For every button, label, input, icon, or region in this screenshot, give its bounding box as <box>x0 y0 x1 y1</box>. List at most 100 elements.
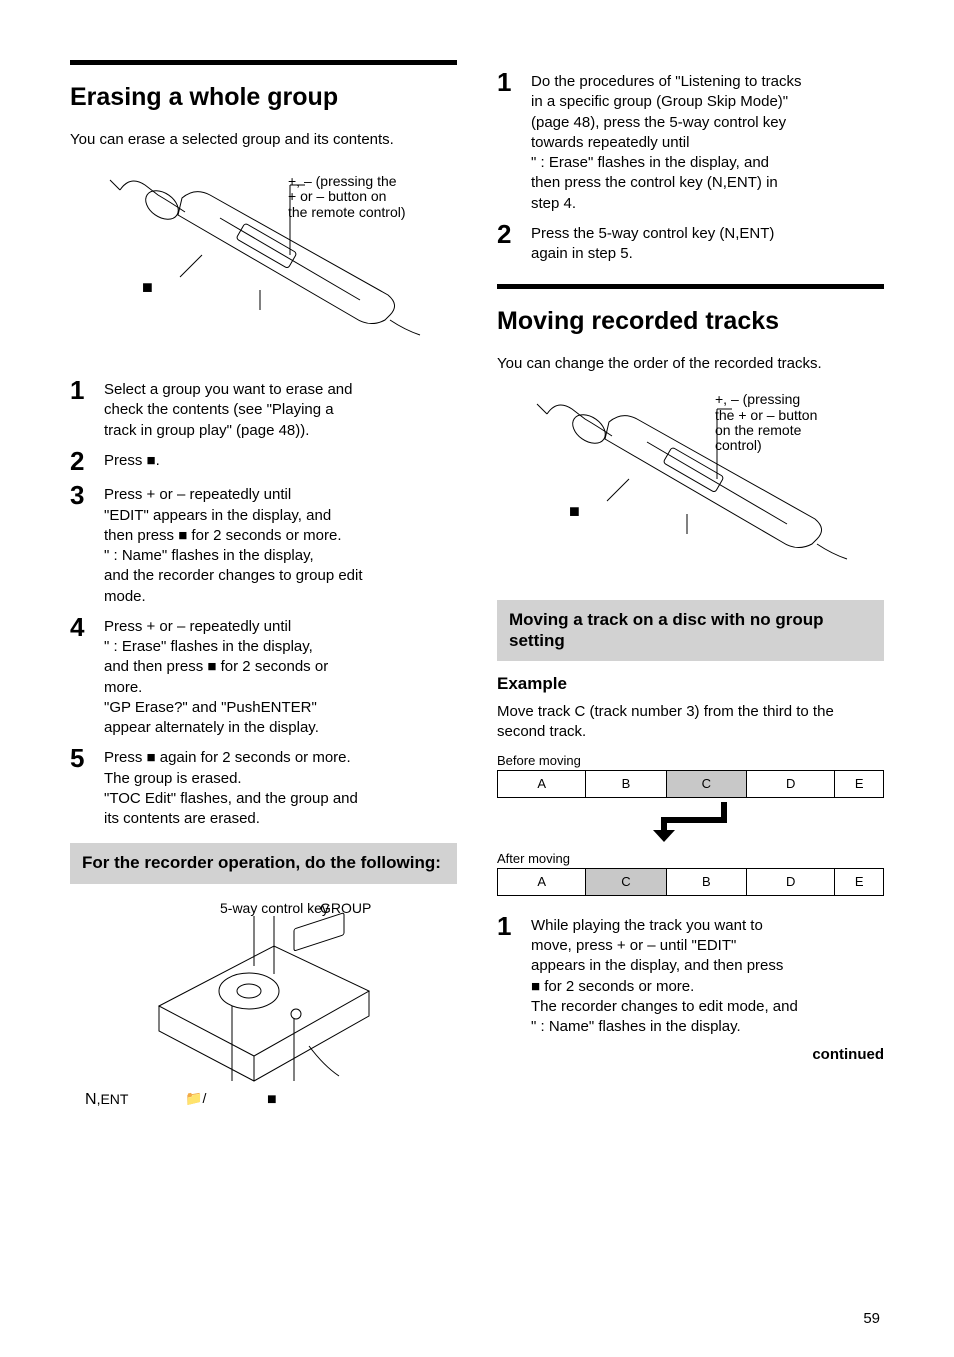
erase-intro-text: You can erase a selected group and its c… <box>70 130 457 150</box>
step-text: Press + or – repeatedly until " : Erase"… <box>104 613 457 739</box>
continued-label: continued <box>497 1045 884 1065</box>
page-number: 59 <box>863 1309 880 1329</box>
two-column-layout: Erasing a whole group You can erase a se… <box>70 60 884 1132</box>
text-line: "EDIT" appears in the display, and <box>104 507 331 524</box>
label-stop: ■ <box>267 1091 277 1109</box>
text-line: " : Name" flashes in the display, <box>104 547 314 564</box>
recorder-illustration <box>134 896 394 1096</box>
text-line: then press ■ for 2 seconds or more. <box>104 527 342 544</box>
text-line: Select a group you want to erase and <box>104 381 353 398</box>
text-line: appears in the display, and then press <box>531 957 783 974</box>
step-1: 1 Select a group you want to erase and c… <box>70 376 457 441</box>
text-line: and then press ■ for 2 seconds or <box>104 658 328 675</box>
before-label: Before moving <box>497 752 884 770</box>
step-4: 4 Press + or – repeatedly until " : Eras… <box>70 613 457 739</box>
after-label: After moving <box>497 850 884 868</box>
track-cell: B <box>586 771 666 797</box>
step-number: 3 <box>70 481 104 607</box>
text-line: in a specific group (Group Skip Mode)" <box>531 93 788 110</box>
step-text: Press the 5-way control key (N,ENT) agai… <box>531 220 884 265</box>
text-line: " : Erase" flashes in the display, and <box>531 154 769 171</box>
text-line: towards repeatedly until <box>531 134 689 151</box>
move-arrow <box>497 798 884 850</box>
text-line: again in step 5. <box>531 245 633 262</box>
step-text: Press + or – repeatedly until "EDIT" app… <box>104 481 457 607</box>
text-line: Press ■. <box>104 452 160 469</box>
right-column: 1 Do the procedures of "Listening to tra… <box>497 60 884 1132</box>
text-line: The recorder changes to edit mode, and <box>531 998 798 1015</box>
label-line: + or – button on <box>288 188 386 204</box>
recorder-step-1: 1 Do the procedures of "Listening to tra… <box>497 68 884 214</box>
text-line: appear alternately in the display. <box>104 719 319 736</box>
heading-moving-tracks: Moving recorded tracks <box>497 307 884 336</box>
label-five-way: 5-way control key <box>220 901 329 916</box>
text-line: and the recorder changes to group edit <box>104 567 363 584</box>
step-text: Press ■ again for 2 seconds or more. The… <box>104 744 457 829</box>
text-line: move, press + or – until "EDIT" <box>531 937 736 954</box>
left-column: Erasing a whole group You can erase a se… <box>70 60 457 1132</box>
section-divider-bar <box>70 60 457 65</box>
track-cell-highlighted: C <box>667 771 747 797</box>
step-text: Select a group you want to erase and che… <box>104 376 457 441</box>
text-slash: / <box>202 1090 206 1106</box>
move-intro-text: You can change the order of the recorded… <box>497 354 884 374</box>
step-number: 5 <box>70 744 104 829</box>
label-line: the remote control) <box>288 204 406 220</box>
remote-control-diagram-2: +, – (pressing the + or – button on the … <box>497 384 884 584</box>
text-line: step 4. <box>531 195 576 212</box>
move-step-1: 1 While playing the track you want to mo… <box>497 912 884 1038</box>
track-row-before: A B C D E <box>497 770 884 798</box>
text-line: ■ for 2 seconds or more. <box>531 978 694 995</box>
heading-erasing-group: Erasing a whole group <box>70 83 457 112</box>
stop-icon-label: ■ <box>569 502 580 522</box>
text-line: track in group play" (page 48)). <box>104 422 309 439</box>
step-number: 1 <box>497 912 531 1038</box>
track-cell: E <box>835 869 883 895</box>
step-number: 1 <box>497 68 531 214</box>
text-line: its contents are erased. <box>104 810 260 827</box>
stop-icon: ■ <box>569 501 580 521</box>
text-line: more. <box>104 679 142 696</box>
folder-icon: 📁 <box>185 1090 202 1106</box>
text-line: "GP Erase?" and "PushENTER" <box>104 699 317 716</box>
step-3: 3 Press + or – repeatedly until "EDIT" a… <box>70 481 457 607</box>
text-line: Press + or – repeatedly until <box>104 486 291 503</box>
recorder-operation-note: For the recorder operation, do the follo… <box>70 843 457 883</box>
moving-track-subhead: Moving a track on a disc with no group s… <box>497 600 884 661</box>
label-control-buttons: +, – (pressing the + or – button on the … <box>715 392 817 454</box>
track-cell: B <box>667 869 747 895</box>
text-line: mode. <box>104 588 146 605</box>
track-move-diagram: Before moving A B C D E After moving A C… <box>497 752 884 895</box>
step-2: 2 Press ■. <box>70 447 457 476</box>
step-number: 2 <box>497 220 531 265</box>
recorder-diagram: 5-way control key GROUP N,ENT 📁/ ■ <box>70 896 457 1116</box>
text-line: " : Name" flashes in the display. <box>531 1018 741 1035</box>
text-line: Press ■ again for 2 seconds or more. <box>104 749 351 766</box>
text-line: " : Erase" flashes in the display, <box>104 638 313 655</box>
track-cell: D <box>747 771 835 797</box>
example-text: Move track C (track number 3) from the t… <box>497 702 884 743</box>
step-number: 1 <box>70 376 104 441</box>
example-heading: Example <box>497 673 884 696</box>
track-cell: E <box>835 771 883 797</box>
recorder-step-2: 2 Press the 5-way control key (N,ENT) ag… <box>497 220 884 265</box>
stop-icon: ■ <box>142 277 153 297</box>
text-line: then press the control key (N,ENT) in <box>531 174 778 191</box>
track-row-after: A C B D E <box>497 868 884 896</box>
label-control-buttons: +, – (pressing the + or – button on the … <box>288 174 406 220</box>
text-line: While playing the track you want to <box>531 917 763 934</box>
step-text: While playing the track you want to move… <box>531 912 884 1038</box>
step-number: 2 <box>70 447 104 476</box>
label-group: GROUP <box>320 901 371 916</box>
text-line: "TOC Edit" flashes, and the group and <box>104 790 358 807</box>
label-play-ent: N,ENT <box>85 1091 128 1109</box>
track-cell: D <box>747 869 835 895</box>
label-line: control) <box>715 437 762 453</box>
text-line: Do the procedures of "Listening to track… <box>531 73 801 90</box>
label-folder-skip: 📁/ <box>185 1091 206 1106</box>
step-text: Do the procedures of "Listening to track… <box>531 68 884 214</box>
text-line: Press + or – repeatedly until <box>104 618 291 635</box>
label-line: on the remote <box>715 422 801 438</box>
text-line: The group is erased. <box>104 770 242 787</box>
stop-icon-label: ■ <box>142 278 153 298</box>
